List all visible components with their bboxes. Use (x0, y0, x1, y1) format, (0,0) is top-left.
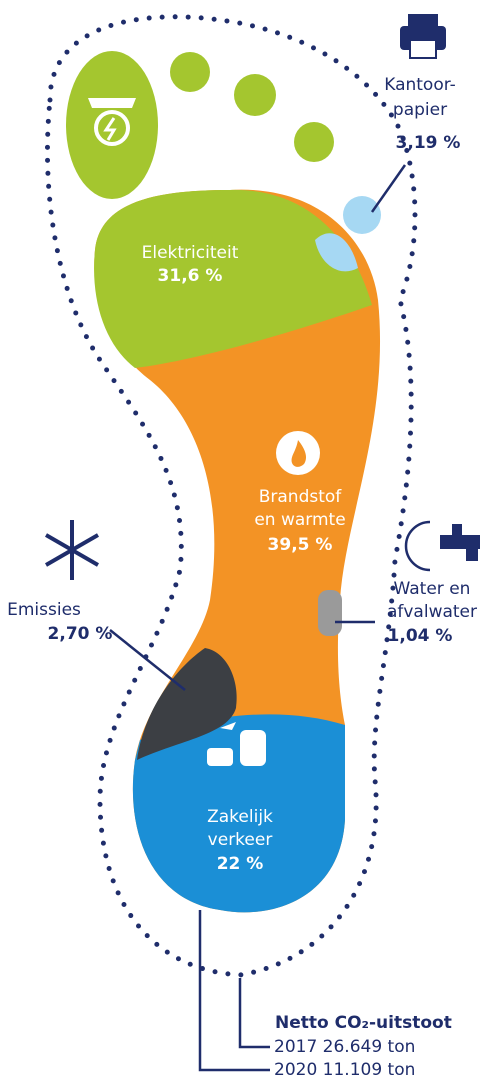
value: 31,6 % (158, 266, 223, 286)
big-toe (66, 51, 158, 199)
toe (234, 74, 276, 116)
label: Elektriciteit (142, 243, 239, 263)
region-water (318, 590, 342, 636)
leader-2017 (240, 978, 270, 1047)
printer-icon (400, 14, 446, 58)
footer-row: 2017 26.649 ton (274, 1037, 415, 1057)
value: 22 % (217, 854, 264, 874)
label: Zakelijk (207, 807, 273, 827)
label: afvalwater (387, 602, 477, 622)
footer-row: 2020 11.109 ton (274, 1060, 415, 1080)
toe-paper (343, 196, 381, 234)
label: Water en (394, 579, 471, 599)
value: 3,19 % (396, 133, 461, 153)
label: Kantoor- (384, 75, 456, 95)
value: 1,04 % (388, 626, 453, 646)
value: 39,5 % (268, 535, 333, 555)
toe (170, 52, 210, 92)
flame-icon (276, 431, 320, 475)
leader-paper (372, 165, 405, 212)
toe (294, 122, 334, 162)
tap-icon (406, 522, 480, 570)
snowflake-icon (46, 520, 98, 580)
label: Brandstof (259, 487, 343, 507)
value: 2,70 % (48, 624, 113, 644)
label: Emissies (7, 600, 81, 620)
footer-title: Netto CO₂-uitstoot (275, 1013, 452, 1033)
leader-emissions (110, 630, 185, 690)
label: en warmte (254, 510, 345, 530)
label: papier (393, 100, 447, 120)
footprint-infographic: Elektriciteit 31,6 % Brandstof en warmte… (0, 0, 491, 1083)
label: verkeer (208, 830, 273, 850)
